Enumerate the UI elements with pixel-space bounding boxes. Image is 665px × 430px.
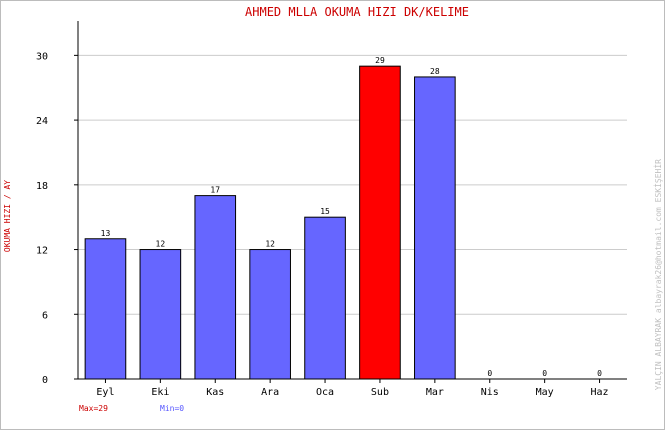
- x-tick-label: Sub: [371, 387, 389, 398]
- watermark-text: YALÇIN ALBAYRAK albayrak26@hotmail.com E…: [653, 159, 663, 390]
- bar-kas: [194, 195, 237, 380]
- bars: [84, 65, 456, 380]
- bar-eyl: [84, 238, 127, 380]
- bar-value-label: 29: [375, 56, 385, 65]
- min-label: Min=0: [160, 404, 184, 413]
- y-tick-label: 24: [36, 116, 48, 127]
- y-tick-label: 30: [36, 51, 48, 62]
- x-tick-label: Ara: [261, 387, 279, 398]
- bar-oca: [304, 216, 346, 380]
- chart-title: AHMED MLLA OKUMA HIZI DK/KELIME: [245, 5, 469, 19]
- y-tick-label: 12: [36, 246, 48, 257]
- bar-value-label: 0: [597, 369, 602, 378]
- bar-mar: [414, 76, 456, 380]
- bar-value-label: 13: [101, 229, 111, 238]
- bar-value-label: 12: [156, 240, 166, 249]
- x-tick-label: Oca: [316, 387, 334, 398]
- y-tick-label: 6: [42, 310, 48, 321]
- x-tick-label: Nis: [481, 387, 499, 398]
- bar-value-label: 28: [430, 67, 440, 76]
- y-tick-label: 0: [42, 375, 48, 386]
- x-tick-label: Eyl: [96, 387, 114, 398]
- x-tick-label: Eki: [151, 387, 169, 398]
- max-label: Max=29: [79, 404, 108, 413]
- bar-sub: [359, 65, 401, 380]
- x-tick-label: Haz: [591, 387, 609, 398]
- axes: [74, 21, 627, 383]
- bar-value-label: 12: [265, 240, 275, 249]
- bar-value-label: 15: [320, 207, 330, 216]
- bar-eki: [139, 249, 182, 380]
- y-tick-label: 18: [36, 181, 48, 192]
- bar-ara: [249, 249, 291, 380]
- labels: 0 6 12 18 24 30 13 Eyl 12 Eki 17 Kas 12 Ara 15 Oca 29 Sub…: [36, 51, 609, 398]
- y-axis-label: OKUMA HIZI / AY: [3, 180, 12, 252]
- bar-value-label: 17: [210, 186, 220, 195]
- x-tick-label: Kas: [206, 387, 224, 398]
- x-tick-label: Mar: [426, 387, 444, 398]
- x-tick-label: May: [536, 387, 554, 398]
- bar-value-label: 0: [542, 369, 547, 378]
- bar-value-label: 0: [487, 369, 492, 378]
